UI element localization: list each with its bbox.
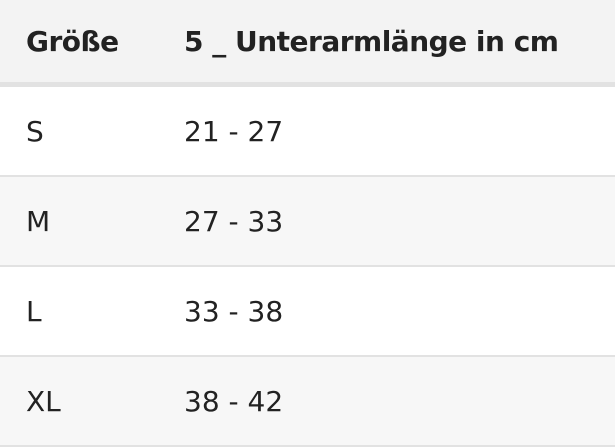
header-cell: Größe — [0, 0, 158, 87]
table-body: S 21 - 27 M 27 - 33 L 33 - 38 XL 38 - 42 — [0, 84, 615, 447]
header-cell: 5 _ Unterarmlänge in cm — [158, 0, 615, 87]
table-row: M 27 - 33 — [0, 176, 615, 267]
table-head: Größe 5 _ Unterarmlänge in cm — [0, 0, 615, 87]
table-cell: L — [0, 266, 158, 357]
table-cell: XL — [0, 356, 158, 447]
table-row: S 21 - 27 — [0, 84, 615, 177]
table-cell: M — [0, 176, 158, 267]
table-cell: 21 - 27 — [158, 84, 615, 177]
table-row: L 33 - 38 — [0, 266, 615, 357]
table-row: XL 38 - 42 — [0, 356, 615, 447]
table-cell: 33 - 38 — [158, 266, 615, 357]
table-cell: S — [0, 84, 158, 177]
header-row: Größe 5 _ Unterarmlänge in cm — [0, 0, 615, 87]
table-cell: 27 - 33 — [158, 176, 615, 267]
table-cell: 38 - 42 — [158, 356, 615, 447]
